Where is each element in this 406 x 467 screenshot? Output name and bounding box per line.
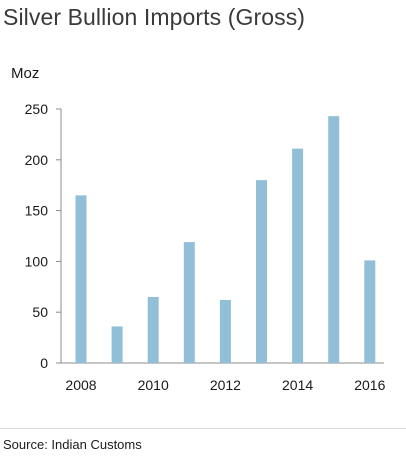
bars	[75, 116, 376, 363]
y-tick-label: 0	[40, 355, 48, 371]
bar-chart: 0 50 100 150 200 250 2008 2010 2012 2014 2016 Moz	[11, 65, 386, 393]
bar-2008	[75, 195, 87, 363]
chart-title: Silver Bullion Imports (Gross)	[3, 4, 306, 30]
bar-2009	[111, 326, 123, 363]
bar-2014	[292, 148, 304, 363]
x-axis: 2008 2010 2012 2014 2016	[61, 362, 386, 393]
bar-2012	[219, 300, 231, 363]
x-tick-label: 2012	[210, 377, 241, 393]
y-axis: 0 50 100 150 200 250	[25, 101, 62, 371]
y-tick-label: 200	[25, 152, 49, 168]
y-tick-label: 50	[32, 304, 48, 320]
y-tick-label: 100	[25, 253, 49, 269]
y-tick-label: 250	[25, 101, 49, 117]
x-tick-label: 2010	[138, 377, 169, 393]
bar-2011	[183, 242, 195, 363]
y-axis-unit-label: Moz	[11, 65, 39, 82]
bar-2015	[328, 116, 340, 363]
y-tick-label: 150	[25, 203, 49, 219]
source-divider	[0, 428, 406, 429]
bar-2013	[256, 180, 267, 363]
x-tick-label: 2008	[65, 377, 96, 393]
source-note: Source: Indian Customs	[3, 437, 142, 452]
x-tick-label: 2014	[282, 377, 313, 393]
bar-2016	[364, 260, 376, 363]
x-tick-label: 2016	[354, 377, 385, 393]
bar-2010	[147, 296, 159, 363]
